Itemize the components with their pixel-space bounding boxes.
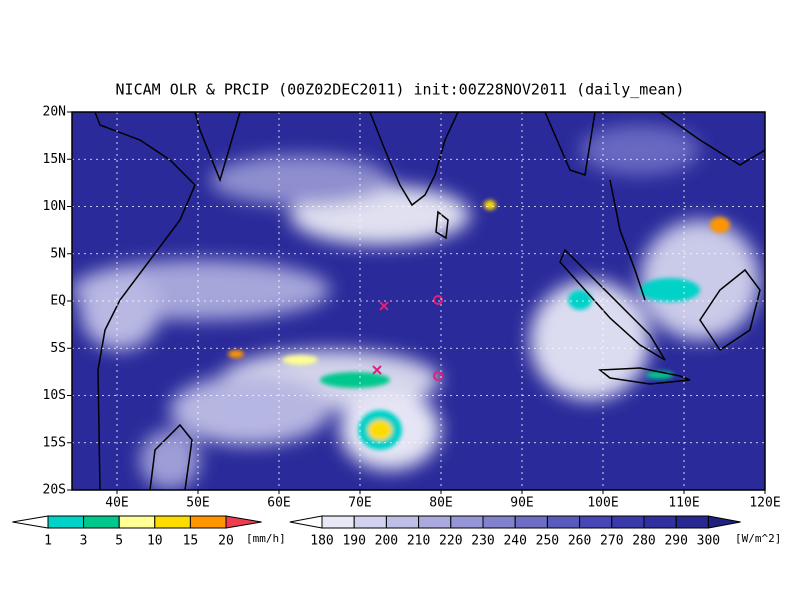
- lat-label: 20S: [43, 483, 66, 498]
- colorbar-cell: [353, 515, 387, 529]
- colorbar-cell: [579, 515, 613, 529]
- colorbar-label: 240: [503, 534, 526, 549]
- lat-label: EQ: [50, 294, 66, 309]
- colorbar-cell: [611, 515, 645, 529]
- lon-label: 60E: [267, 496, 290, 511]
- lat-label: 5N: [50, 246, 66, 261]
- colorbar-label: 200: [375, 534, 398, 549]
- lat-label: 15N: [43, 152, 66, 167]
- lon-label: 80E: [429, 496, 452, 511]
- lon-label: 100E: [587, 496, 618, 511]
- colorbar-label: 210: [407, 534, 430, 549]
- lat-label: 20N: [43, 105, 66, 120]
- colorbar-cell: [189, 515, 227, 529]
- colorbar-unit: [W/m^2]: [735, 532, 781, 545]
- colorbar-label: 290: [664, 534, 687, 549]
- colorbar-cell: [321, 515, 355, 529]
- colorbar-label: 260: [568, 534, 591, 549]
- colorbar-cell: [12, 515, 49, 529]
- colorbar-cell: [83, 515, 120, 529]
- colorbar-cell: [418, 515, 452, 529]
- colorbar-cell: [154, 515, 191, 529]
- colorbar-unit: [mm/h]: [246, 532, 286, 545]
- title: NICAM OLR & PRCIP (00Z02DEC2011) init:00…: [116, 81, 685, 99]
- colorbar-label: 1: [44, 534, 52, 549]
- lon-label: 70E: [348, 496, 371, 511]
- colorbar-cell: [643, 515, 677, 529]
- grid: [72, 112, 765, 490]
- colorbar-cell: [385, 515, 420, 529]
- lon-label: 40E: [105, 496, 128, 511]
- colorbar-cell: [47, 515, 85, 529]
- lon-label: 90E: [510, 496, 533, 511]
- colorbar-label: 280: [632, 534, 655, 549]
- colorbar-cell: [225, 515, 262, 529]
- colorbar-label: 5: [115, 534, 123, 549]
- colorbar-cell: [675, 515, 709, 529]
- lon-label: 110E: [668, 496, 699, 511]
- colorbar-cell: [514, 515, 548, 529]
- lat-label: 15S: [43, 435, 66, 450]
- lat-label: 10N: [43, 199, 66, 214]
- colorbar-cell: [707, 515, 741, 529]
- colorbar-label: 230: [471, 534, 494, 549]
- colorbar-label: 250: [536, 534, 559, 549]
- colorbar-label: 300: [697, 534, 720, 549]
- colorbar-label: 220: [439, 534, 462, 549]
- colorbar-label: 10: [147, 534, 163, 549]
- colorbar-cell: [289, 515, 323, 529]
- colorbar-label: 190: [342, 534, 365, 549]
- colorbar-cell: [118, 515, 156, 529]
- lat-label: 5S: [50, 341, 66, 356]
- lon-label: 50E: [186, 496, 209, 511]
- colorbar-cell: [546, 515, 581, 529]
- colorbar-label: 270: [600, 534, 623, 549]
- colorbar-cell: [450, 515, 484, 529]
- colorbar-label: 15: [183, 534, 199, 549]
- colorbar-label: 180: [310, 534, 333, 549]
- lon-label: 120E: [749, 496, 780, 511]
- colorbar-cell: [482, 515, 516, 529]
- colorbar-label: 20: [218, 534, 234, 549]
- lat-label: 10S: [43, 388, 66, 403]
- colorbar-label: 3: [80, 534, 88, 549]
